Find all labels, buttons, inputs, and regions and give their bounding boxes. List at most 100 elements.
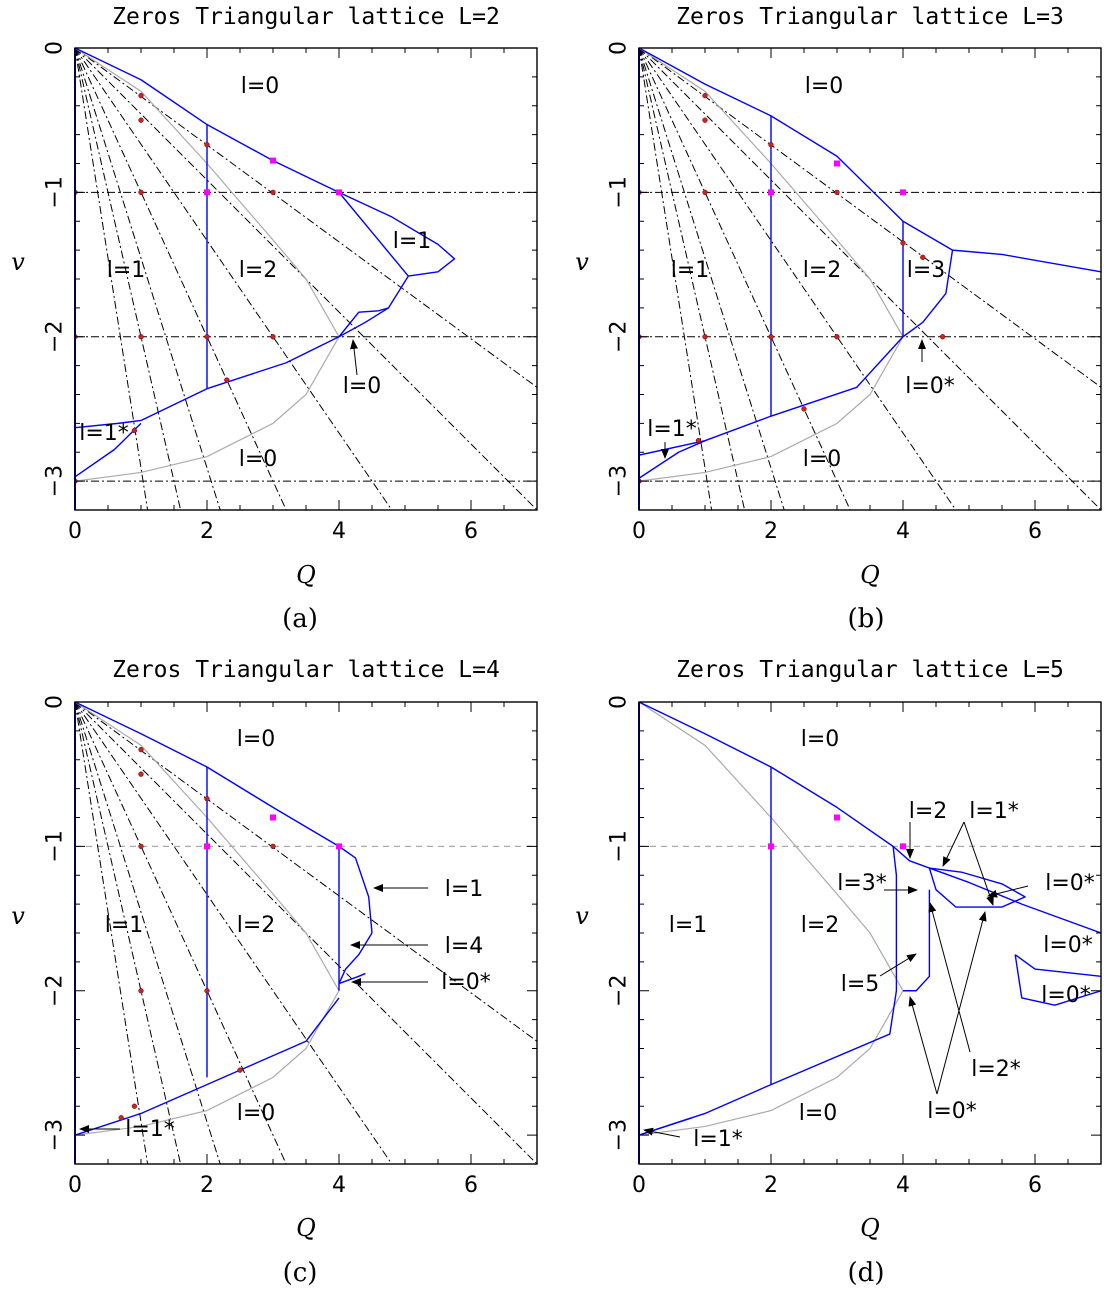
data-point — [118, 1115, 124, 1121]
region-label: l=0 — [237, 727, 276, 752]
region-label: l=1 — [669, 913, 708, 938]
data-point — [138, 334, 144, 340]
region-label: l=0 — [343, 374, 382, 399]
beraha-marker — [336, 189, 342, 196]
data-point — [138, 771, 144, 777]
region-label: l=2 — [239, 258, 278, 283]
data-point — [702, 92, 708, 99]
boundary-curve — [338, 932, 373, 984]
region-label: l=1 — [671, 258, 710, 283]
annotation-arrow — [879, 953, 917, 977]
plot-content — [639, 48, 1101, 510]
dash-dot-line — [639, 48, 957, 510]
region-label: l=0* — [441, 970, 491, 995]
x-tick-label: 0 — [68, 519, 82, 544]
data-point — [768, 142, 774, 148]
boundary-curve — [338, 845, 373, 934]
panel-caption: (b) — [848, 604, 885, 634]
beraha-marker — [204, 843, 210, 850]
panel-d: Zeros Triangular lattice L=5 0 2 4 6 0 −1 −2 −3… — [575, 657, 1102, 1288]
y-tick-label: 0 — [607, 695, 632, 709]
annotation-arrows — [350, 339, 358, 376]
region-label: l=1 — [105, 913, 144, 938]
data-point — [237, 1067, 243, 1073]
data-point — [138, 746, 144, 753]
x-tick-label: 2 — [764, 519, 778, 544]
data-point — [138, 117, 144, 123]
region-label: l=0* — [1043, 933, 1093, 958]
y-tick-label: −2 — [43, 975, 68, 1007]
region-label: l=0* — [905, 374, 955, 399]
y-tick-label: 0 — [43, 41, 68, 55]
data-point — [834, 189, 840, 196]
annotation-arrow — [928, 902, 971, 1053]
dash-dot-line — [75, 48, 182, 510]
region-label: l=1* — [125, 1117, 175, 1142]
dash-dot-line — [75, 48, 221, 510]
boundary-curve — [639, 440, 706, 479]
boundary-curve — [639, 336, 904, 456]
region-labels: l=0 l=1 l=2 l=3 l=0* l=1* l=0 — [647, 74, 955, 472]
region-labels: l=0 l=1 l=2 l=2 l=1* l=3* l=0* l=0* l=0*… — [669, 727, 1095, 1152]
beraha-marker — [900, 843, 906, 850]
dash-dot-line — [75, 702, 149, 1164]
x-tick-label: 2 — [200, 1173, 214, 1198]
panel-a: Zeros Triangular lattice L=2 0 2 4 6 0 −1 −2 −3… — [11, 4, 538, 634]
annotation-arrow — [936, 911, 987, 1095]
plot-area: 0 2 4 6 0 −1 −2 −3 — [607, 41, 1102, 544]
boundary-curve — [902, 250, 954, 338]
data-point — [138, 988, 144, 994]
boundary-curve — [903, 889, 931, 992]
region-label: l=0 — [799, 1101, 838, 1126]
panel-title: Zeros Triangular lattice L=2 — [112, 4, 500, 30]
y-tick-label: −3 — [607, 465, 632, 497]
boundary-curve — [1014, 954, 1101, 1006]
data-point — [695, 438, 702, 444]
dash-dot-line — [75, 48, 287, 510]
boundary-curve — [902, 220, 1101, 273]
dash-dot-line — [75, 702, 393, 1164]
x-tick-label: 0 — [632, 519, 646, 544]
region-label: l=1* — [969, 799, 1019, 824]
boundary-curve — [75, 336, 340, 429]
plot-area: 0 2 4 6 0 −1 −2 −3 — [43, 695, 538, 1198]
annotation-arrow — [942, 821, 965, 867]
data-point — [702, 189, 708, 196]
panel-title: Zeros Triangular lattice L=4 — [112, 657, 500, 683]
data-point — [138, 189, 144, 196]
region-labels: l=0 l=1 l=2 l=1 l=0 l=1* l=0 — [79, 74, 431, 472]
data-point — [834, 334, 840, 340]
y-tick-label: −2 — [607, 321, 632, 353]
y-tick-label: −1 — [43, 830, 68, 862]
dash-dot-line — [75, 702, 221, 1164]
x-tick-label: 6 — [464, 1173, 478, 1198]
region-label: l=0 — [237, 1101, 276, 1126]
plot-content — [639, 702, 1101, 1136]
y-tick-label: −1 — [607, 176, 632, 208]
annotation-arrow — [350, 339, 358, 376]
x-axis-label: Q — [860, 561, 880, 589]
region-label: l=0* — [1045, 871, 1095, 896]
x-tick-label: 4 — [332, 1173, 346, 1198]
dash-dot-line — [75, 702, 182, 1164]
beraha-marker — [900, 189, 906, 196]
y-tick-label: 0 — [607, 41, 632, 55]
dash-dot-line — [639, 48, 785, 510]
region-label: l=0* — [1041, 983, 1091, 1008]
boundary-curve — [338, 307, 389, 338]
region-label: l=0 — [805, 74, 844, 99]
y-tick-label: −2 — [43, 321, 68, 353]
y-axis-label: v — [575, 902, 589, 930]
annotation-arrow — [987, 885, 1029, 898]
beraha-marker — [834, 814, 840, 821]
region-label: l=1* — [79, 421, 129, 446]
boundary-curve — [1014, 954, 1101, 978]
region-label: l=2 — [237, 913, 276, 938]
boundary-curve — [639, 702, 894, 847]
data-point — [204, 796, 210, 802]
panel-caption: (c) — [283, 1258, 318, 1288]
boundary-curve — [639, 846, 898, 1136]
data-point — [138, 843, 144, 850]
region-label: l=1* — [693, 1127, 743, 1152]
